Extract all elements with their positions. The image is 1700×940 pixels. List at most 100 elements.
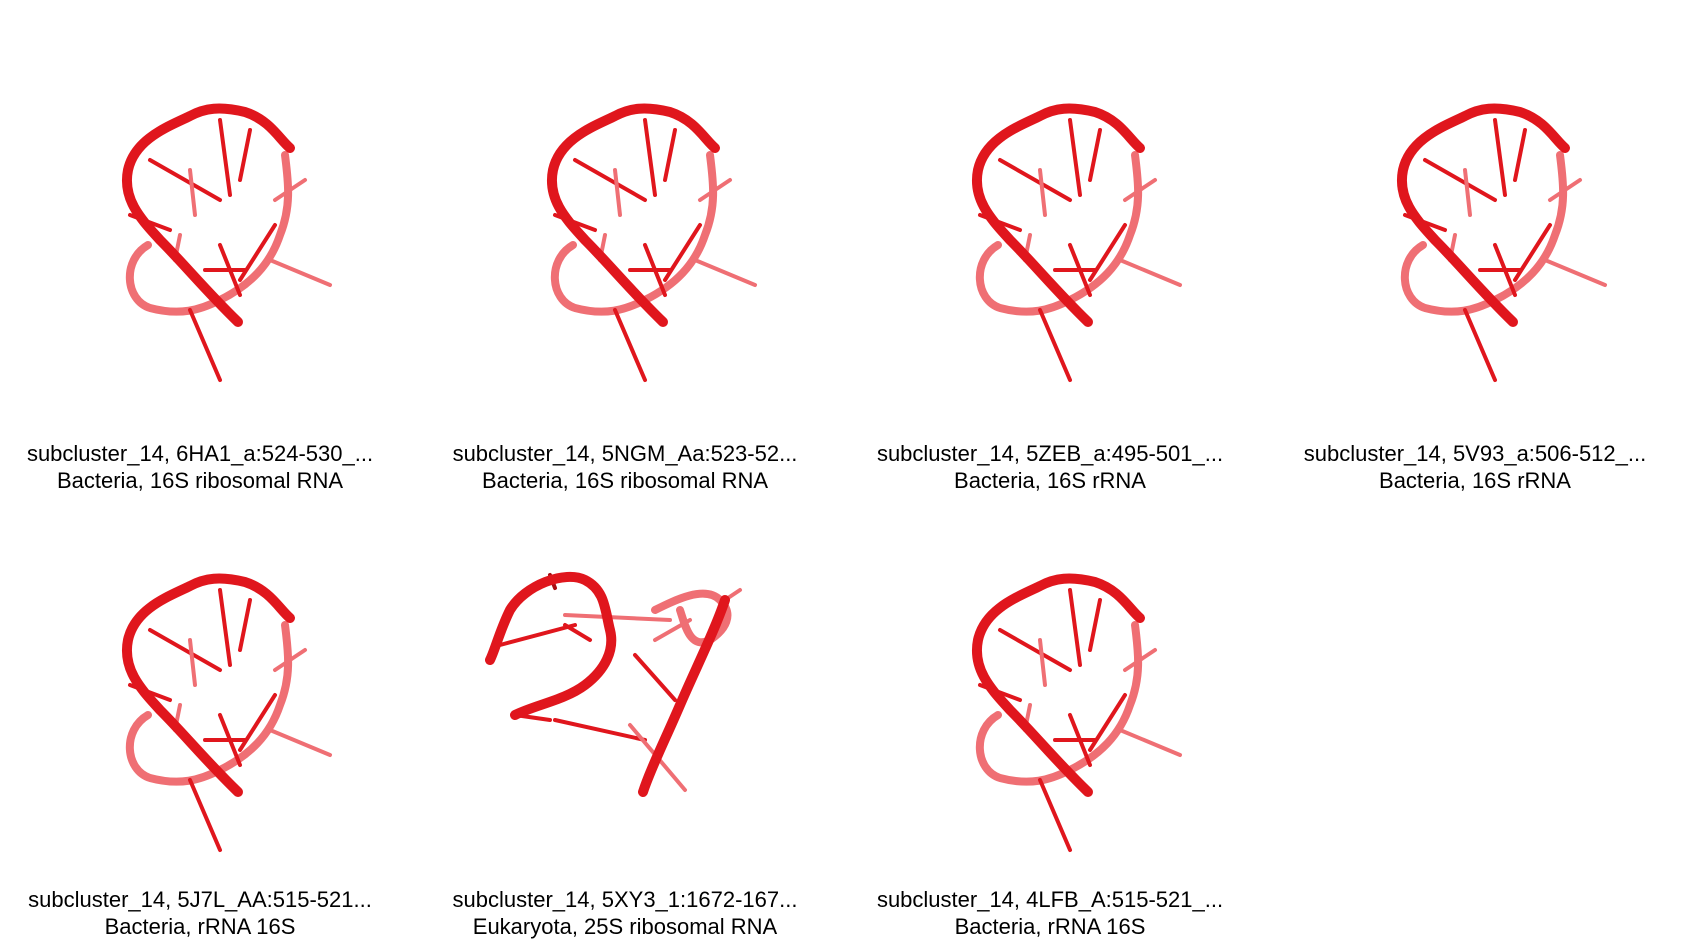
backbone-strand-front: [638, 595, 730, 797]
backbone-strand-front: [971, 573, 1145, 797]
base-stick: [1038, 168, 1047, 217]
caption-id: subcluster_14, 5NGM_Aa:523-52...: [452, 441, 798, 466]
base-stick: [663, 128, 677, 182]
base-stick: [563, 613, 672, 622]
backbone-strand-front: [971, 103, 1145, 327]
base-stick: [693, 258, 757, 287]
backbone-strand-front: [1396, 103, 1570, 327]
structure-panel-2: subcluster_14, 5NGM_Aa:523-52... Bacteri…: [425, 0, 825, 493]
base-stick: [273, 178, 307, 202]
base-stick: [188, 308, 222, 382]
caption-id: subcluster_14, 6HA1_a:524-530_...: [26, 441, 374, 466]
panel-caption: subcluster_14, 4LFB_A:515-521_... Bacter…: [850, 886, 1250, 940]
base-stick: [1423, 158, 1497, 202]
rna-structure-image: [971, 103, 1182, 382]
rna-structure-image: [1396, 103, 1607, 382]
base-stick: [218, 713, 242, 767]
rna-structure-image: [485, 571, 742, 797]
base-stick: [1118, 728, 1182, 757]
panel-caption: subcluster_14, 5ZEB_a:495-501_... Bacter…: [850, 440, 1250, 494]
base-stick: [148, 158, 222, 202]
base-stick: [1038, 308, 1072, 382]
rna-structure-image: [121, 103, 332, 382]
base-stick: [573, 158, 647, 202]
panel-caption: subcluster_14, 5J7L_AA:515-521... Bacter…: [0, 886, 400, 940]
caption-taxon: Eukaryota, 25S ribosomal RNA: [472, 914, 778, 939]
base-stick: [1088, 128, 1102, 182]
backbone-strand-front: [485, 571, 617, 720]
panel-caption: subcluster_14, 5XY3_1:1672-167... Eukary…: [425, 886, 825, 940]
backbone-strand-front: [121, 103, 295, 327]
rna-structure-image: [546, 103, 757, 382]
base-stick: [218, 243, 242, 297]
base-stick: [1088, 598, 1102, 652]
base-stick: [613, 308, 647, 382]
base-stick: [218, 588, 232, 667]
panel-caption: subcluster_14, 6HA1_a:524-530_... Bacter…: [0, 440, 400, 494]
base-stick: [218, 118, 232, 197]
base-stick: [1543, 258, 1607, 287]
base-stick: [1493, 243, 1517, 297]
caption-taxon: Bacteria, rRNA 16S: [104, 914, 296, 939]
base-stick: [1068, 713, 1092, 767]
base-stick: [498, 623, 577, 647]
base-stick: [998, 158, 1072, 202]
structure-panel-3: subcluster_14, 5ZEB_a:495-501_... Bacter…: [850, 0, 1250, 493]
base-stick: [1068, 588, 1082, 667]
base-stick: [1463, 168, 1472, 217]
caption-taxon: Bacteria, 16S rRNA: [1379, 468, 1571, 493]
base-stick: [653, 618, 692, 642]
base-stick: [148, 628, 222, 672]
base-stick: [1038, 778, 1072, 852]
base-stick: [613, 168, 622, 217]
base-stick: [633, 653, 677, 702]
base-stick: [268, 258, 332, 287]
structure-panel-4: subcluster_14, 5V93_a:506-512_... Bacter…: [1275, 0, 1675, 493]
base-stick: [1513, 128, 1527, 182]
base-stick: [188, 168, 197, 217]
base-stick: [553, 718, 647, 742]
structure-panel-6: subcluster_14, 5XY3_1:1672-167... Eukary…: [425, 470, 825, 940]
caption-id: subcluster_14, 4LFB_A:515-521_...: [876, 887, 1224, 912]
base-stick: [1123, 178, 1157, 202]
base-stick: [1463, 308, 1497, 382]
panel-caption: subcluster_14, 5V93_a:506-512_... Bacter…: [1275, 440, 1675, 494]
caption-id: subcluster_14, 5XY3_1:1672-167...: [452, 887, 798, 912]
base-stick: [238, 128, 252, 182]
base-stick: [643, 243, 667, 297]
base-stick: [273, 648, 307, 672]
base-stick: [1548, 178, 1582, 202]
base-stick: [238, 693, 277, 752]
structure-panel-7: subcluster_14, 4LFB_A:515-521_... Bacter…: [850, 470, 1250, 940]
caption-taxon: Bacteria, rRNA 16S: [954, 914, 1146, 939]
caption-id: subcluster_14, 5V93_a:506-512_...: [1303, 441, 1647, 466]
base-stick: [268, 728, 332, 757]
base-stick: [188, 778, 222, 852]
base-stick: [1088, 223, 1127, 282]
base-stick: [1123, 648, 1157, 672]
caption-id: subcluster_14, 5J7L_AA:515-521...: [28, 887, 372, 912]
rna-structure-image: [121, 573, 332, 852]
base-stick: [238, 598, 252, 652]
base-stick: [1513, 223, 1552, 282]
base-stick: [1493, 118, 1507, 197]
rna-structure-image: [971, 573, 1182, 852]
caption-taxon: Bacteria, 16S ribosomal RNA: [56, 468, 344, 493]
base-stick: [663, 223, 702, 282]
base-stick: [563, 623, 592, 642]
caption-id: subcluster_14, 5ZEB_a:495-501_...: [876, 441, 1224, 466]
base-stick: [188, 638, 197, 687]
backbone-strand-front: [546, 103, 720, 327]
backbone-strand-front: [121, 573, 295, 797]
base-stick: [1088, 693, 1127, 752]
panel-caption: subcluster_14, 5NGM_Aa:523-52... Bacteri…: [425, 440, 825, 494]
base-stick: [1068, 118, 1082, 197]
structure-panel-1: subcluster_14, 6HA1_a:524-530_... Bacter…: [0, 0, 400, 493]
base-stick: [1068, 243, 1092, 297]
base-stick: [1118, 258, 1182, 287]
base-stick: [238, 223, 277, 282]
base-stick: [998, 628, 1072, 672]
base-stick: [643, 118, 657, 197]
base-stick: [698, 178, 732, 202]
